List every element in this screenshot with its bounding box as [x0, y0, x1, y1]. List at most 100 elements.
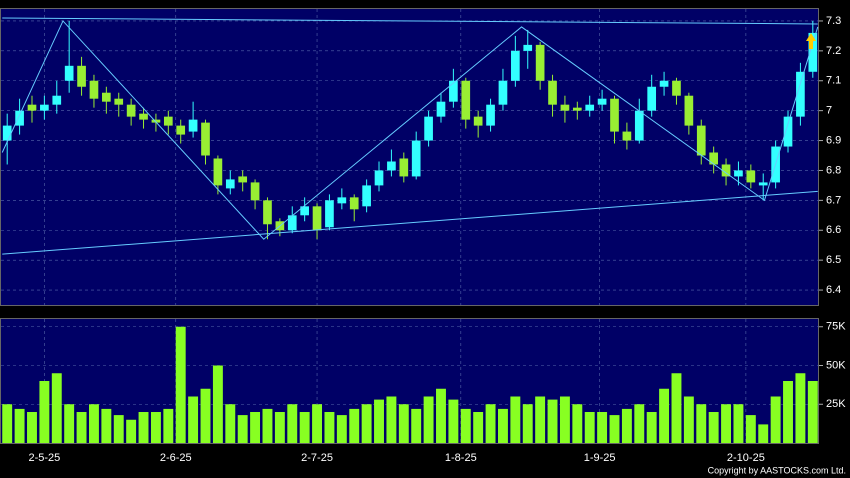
candle-body — [238, 176, 248, 183]
volume-bar — [138, 412, 149, 443]
candle-body — [163, 116, 173, 126]
volume-bar — [683, 396, 694, 443]
candle-body — [201, 122, 210, 156]
candle-body — [362, 185, 371, 207]
candle-body — [250, 182, 260, 201]
candle-body — [213, 158, 223, 186]
volume-bar — [696, 404, 707, 443]
candle-body — [374, 170, 384, 186]
candle-body — [721, 164, 731, 177]
volume-bar — [150, 412, 161, 443]
y-tick-label: 6.4 — [826, 284, 841, 296]
volume-bar — [188, 396, 199, 443]
y-tick-label: 7 — [826, 105, 832, 117]
candle-body — [622, 131, 632, 141]
volume-bar — [522, 404, 533, 443]
candle-body — [684, 95, 694, 126]
candle-body — [659, 80, 669, 87]
price-panel — [0, 8, 819, 306]
volume-bar — [485, 404, 496, 443]
candle-body — [796, 71, 805, 117]
candle-body — [746, 170, 756, 183]
arrow — [806, 33, 816, 49]
y-tick-label: 7.1 — [826, 75, 841, 87]
y-tick-label: 75K — [826, 321, 846, 333]
y-tick-label: 6.6 — [826, 224, 841, 236]
volume-bar — [535, 396, 546, 443]
volume-bar — [88, 404, 99, 443]
candle-body — [52, 95, 62, 105]
candle-body — [610, 98, 619, 132]
volume-bar — [460, 408, 471, 443]
candle-body — [436, 101, 446, 117]
trend-line — [2, 17, 818, 25]
y-tick-label: 6.7 — [826, 194, 841, 206]
volume-bar — [770, 396, 781, 443]
volume-bar — [473, 412, 484, 443]
candle-body — [312, 206, 322, 231]
volume-bar — [349, 408, 360, 443]
candle-body — [40, 104, 49, 111]
candle-body — [337, 197, 347, 204]
volume-bar — [745, 415, 756, 443]
volume-bar — [324, 412, 335, 443]
candle-body — [734, 170, 743, 177]
candle-body — [572, 107, 582, 111]
volume-bar — [200, 388, 211, 443]
candle-body — [225, 179, 235, 189]
volume-panel — [0, 318, 819, 444]
candle-body — [77, 65, 86, 87]
volume-bar — [621, 408, 632, 443]
candle-body — [2, 125, 12, 141]
x-tick-label: 2-6-25 — [160, 452, 192, 464]
volume-bar — [76, 412, 87, 443]
volume-bar — [609, 415, 620, 443]
volume-bar — [113, 415, 124, 443]
volume-bar — [398, 404, 409, 443]
candle-body — [349, 197, 359, 210]
volume-bar — [584, 412, 595, 443]
candle-body — [535, 44, 545, 81]
volume-bar — [510, 396, 521, 443]
volume-bar — [795, 373, 806, 443]
volume-bar — [299, 412, 310, 443]
volume-bar — [547, 399, 558, 443]
volume-bar — [423, 396, 434, 443]
volume-bar — [250, 412, 261, 443]
candle-body — [89, 80, 99, 99]
y-tick-label: 50K — [826, 359, 846, 371]
volume-bar — [436, 388, 446, 443]
volume-bar — [374, 399, 384, 443]
volume-bar — [126, 419, 137, 443]
volume-bar — [274, 412, 285, 443]
candle-body — [585, 104, 595, 111]
volume-bar — [386, 396, 397, 443]
candle-body — [188, 119, 198, 132]
trend-line — [2, 190, 818, 255]
volume-bar — [287, 404, 298, 443]
volume-bar — [64, 404, 75, 443]
candle-body — [758, 182, 768, 186]
volume-bar — [448, 399, 459, 443]
candle-body — [325, 200, 334, 228]
candle-body — [387, 161, 396, 171]
volume-bar — [497, 408, 508, 443]
volume-bar — [807, 381, 818, 443]
candle-body — [709, 152, 718, 165]
volume-bar — [336, 415, 347, 443]
volume-bar — [783, 381, 793, 443]
candle-body — [300, 206, 309, 216]
candle-body — [808, 32, 818, 72]
x-tick-label: 2-7-25 — [301, 452, 333, 464]
volume-bar — [163, 408, 174, 443]
x-tick-label: 1-8-25 — [445, 452, 477, 464]
candle-body — [102, 92, 111, 102]
volume-bar — [312, 404, 323, 443]
y-tick-label: 7.2 — [826, 45, 841, 57]
volume-bar — [559, 396, 570, 443]
volume-bar — [39, 381, 50, 443]
candle-body — [287, 215, 297, 231]
candle-body — [64, 65, 74, 81]
volume-bar — [262, 408, 273, 443]
